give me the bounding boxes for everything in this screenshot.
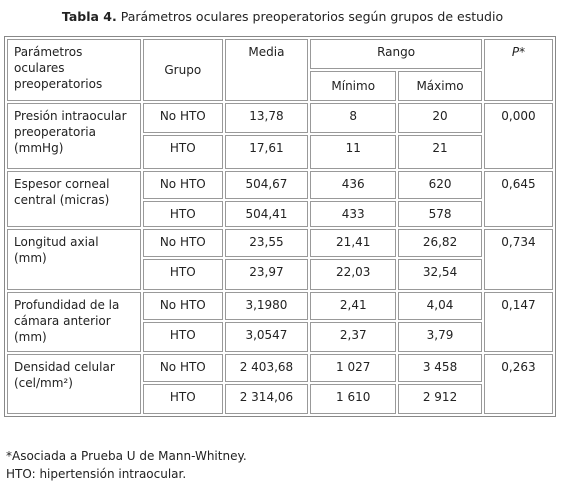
max-cell: 3,79 [398, 322, 482, 352]
max-cell: 4,04 [398, 292, 482, 320]
p-cell: 0,263 [483, 354, 553, 414]
group-cell: HTO [143, 259, 223, 290]
group-cell: No HTO [143, 229, 223, 257]
table-row: Densidad celular (cel/mm²) No HTO 2 403,68… [7, 354, 553, 414]
table-row: Longitud axial (mm) No HTO 23,55 21,41 26,82… [7, 229, 553, 290]
header-row: Mínimo Máximo [7, 71, 553, 101]
mean-cell: 2 403,68 [224, 354, 309, 382]
min-cell: 11 [310, 135, 397, 169]
group-cell: No HTO [143, 171, 223, 199]
mean-cell: 23,55 [224, 229, 309, 257]
mean-cell: 3,0547 [224, 322, 309, 352]
table-row: HTO 3,0547 2,37 3,79 [7, 322, 553, 352]
parameter-cell: Presión intraocular preoperatoria (mmHg) [7, 103, 141, 169]
mean-cell: 23,97 [224, 259, 309, 290]
caption: Tabla 4. Parámetros oculares preoperator… [0, 9, 565, 24]
min-cell: 8 [310, 103, 397, 133]
group-cell: No HTO [143, 103, 223, 133]
header-cell: Grupo [143, 39, 223, 101]
table-row: HTO 17,61 11 21 [7, 135, 553, 169]
max-cell: 21 [398, 135, 482, 169]
table-row: Presión intraocular preoperatoria (mmHg)… [7, 103, 553, 169]
caption-label: Tabla 4. [61, 9, 117, 24]
table-row: Espesor corneal central (micras) No HTO 50… [7, 171, 553, 227]
min-cell: 1 610 [310, 384, 397, 414]
data-table: Parámetros oculares preoperatorios Grupo… [4, 36, 556, 417]
mean-cell: 17,61 [224, 135, 309, 169]
header-cell: Rango [310, 39, 482, 69]
mean-cell: 504,41 [224, 201, 309, 227]
min-cell: 2,37 [310, 322, 397, 352]
table-row: HTO 2 314,06 1 610 2 912 [7, 384, 553, 414]
min-cell: 2,41 [310, 292, 397, 320]
min-cell: 433 [310, 201, 397, 227]
min-cell: 22,03 [310, 259, 397, 290]
caption-text: Parámetros oculares preoperatorios según… [120, 9, 504, 24]
max-cell: 2 912 [398, 384, 482, 414]
header-cell: Máximo [398, 71, 482, 101]
p-cell: 0,000 [483, 103, 553, 169]
parameter-cell: Espesor corneal central (micras) [7, 171, 141, 227]
group-cell: No HTO [143, 354, 223, 382]
mean-cell: 504,67 [224, 171, 309, 199]
group-cell: HTO [143, 322, 223, 352]
footnote: HTO: hipertensión intraocular. [6, 467, 187, 481]
mean-cell: 2 314,06 [224, 384, 309, 414]
max-cell: 26,82 [398, 229, 482, 257]
p-cell: 0,147 [483, 292, 553, 352]
parameter-cell: Densidad celular (cel/mm²) [7, 354, 141, 414]
group-cell: HTO [143, 201, 223, 227]
parameter-cell: Profundidad de la cámara anterior (mm) [7, 292, 141, 352]
table-row: HTO 504,41 433 578 [7, 201, 553, 227]
min-cell: 1 027 [310, 354, 397, 382]
mean-cell: 3,1980 [224, 292, 309, 320]
max-cell: 620 [398, 171, 482, 199]
header-cell: P* [483, 39, 553, 101]
group-cell: HTO [143, 384, 223, 414]
table-row: Profundidad de la cámara anterior (mm) No… [7, 292, 553, 352]
table-body: Parámetros oculares preoperatorios Grupo… [7, 39, 553, 414]
group-cell: HTO [143, 135, 223, 169]
p-cell: 0,645 [483, 171, 553, 227]
p-cell: 0,734 [483, 229, 553, 290]
header-cell: Parámetros oculares preoperatorios [7, 39, 141, 101]
header-row: Parámetros oculares preoperatorios Grupo… [7, 39, 553, 101]
group-cell: No HTO [143, 292, 223, 320]
max-cell: 3 458 [398, 354, 482, 382]
table-row: HTO 23,97 22,03 32,54 [7, 259, 553, 290]
max-cell: 32,54 [398, 259, 482, 290]
header-cell: Mínimo [310, 71, 397, 101]
footnote: *Asociada a Prueba U de Mann-Whitney. [6, 449, 247, 463]
min-cell: 21,41 [310, 229, 397, 257]
mean-cell: 13,78 [224, 103, 309, 133]
max-cell: 20 [398, 103, 482, 133]
min-cell: 436 [310, 171, 397, 199]
parameter-cell: Longitud axial (mm) [7, 229, 141, 290]
header-cell: Media [224, 39, 309, 101]
max-cell: 578 [398, 201, 482, 227]
